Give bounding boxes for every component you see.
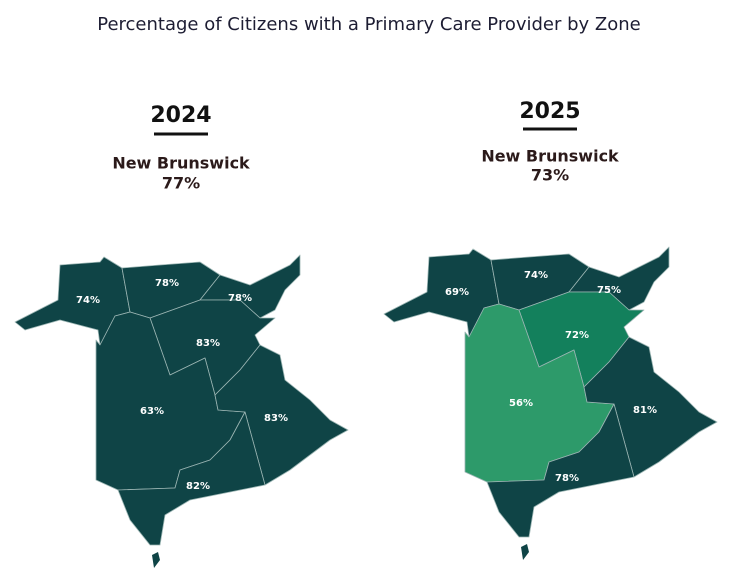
region-name: New Brunswick [481,147,619,166]
zone-label: 74% [76,295,100,306]
year-heading: 2025 [519,99,580,124]
zone-shape [486,403,635,538]
zone-shape [583,336,718,478]
zone-label: 74% [524,270,548,281]
zone-label: 82% [186,481,210,492]
region-name: New Brunswick [112,154,250,173]
island [152,552,160,568]
zone-label: 63% [140,406,164,417]
zone-shape [117,411,266,546]
zone-map: 74% 78% 78% 83% 63% 83% 82% [14,254,349,568]
year-heading: 2024 [150,103,211,128]
zone-shape [214,344,349,486]
zone-label: 83% [196,338,220,349]
zone-label: 72% [565,330,589,341]
zone-label: 83% [264,413,288,424]
zone-label: 78% [555,473,579,484]
zone-label: 56% [509,398,533,409]
page-title: Percentage of Citizens with a Primary Ca… [97,14,641,35]
zone-label: 81% [633,405,657,416]
region-total: 77% [162,174,200,193]
zone-label: 78% [228,293,252,304]
zone-label: 78% [155,278,179,289]
region-total: 73% [531,166,569,185]
zone-label: 69% [445,287,469,298]
zone-label: 75% [597,285,621,296]
zone-map: 69% 74% 75% 72% 56% 81% 78% [383,246,718,560]
island [521,544,529,560]
